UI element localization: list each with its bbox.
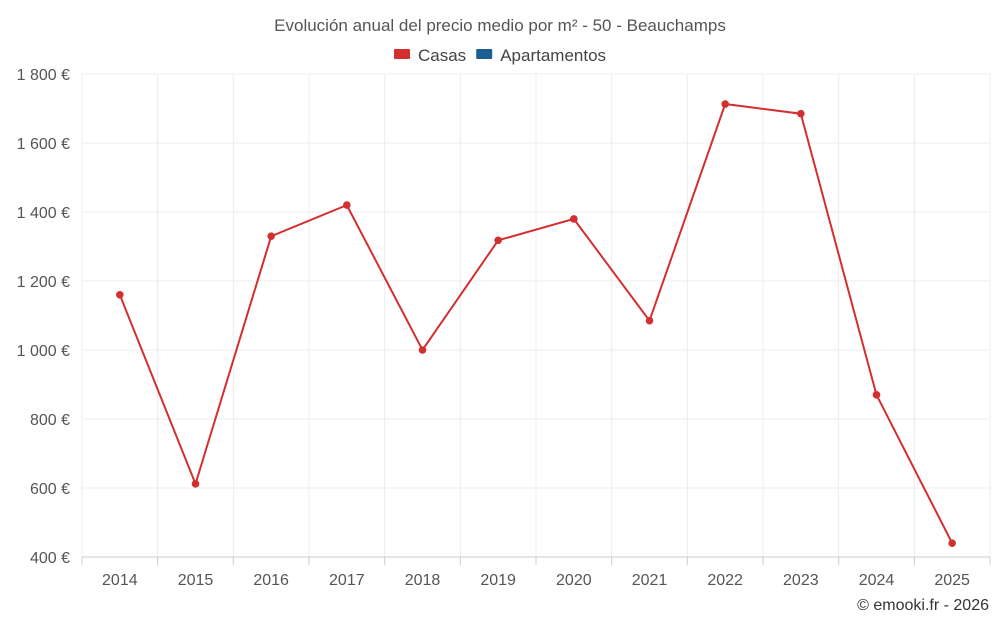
x-tick-label: 2022 [707,572,743,589]
y-tick-label: 1 600 € [17,136,70,153]
legend-item-casas: Casas [394,46,466,65]
y-tick-label: 1 200 € [17,274,70,291]
data-point [570,215,578,223]
data-point [191,480,200,488]
plot-area [116,100,956,547]
x-axis: 2014 2015 2016 2017 2018 2019 2020 2021 2022 2023… [81,556,991,589]
data-point [116,291,124,299]
legend-swatch [476,49,493,59]
grid [81,73,991,557]
y-axis: 400 € 600 € 800 € 1 000 € 1 200 € 1 400 € 1 60… [17,67,70,567]
data-point [797,109,805,118]
x-tick-label: 2016 [253,572,289,589]
data-point [494,236,502,245]
x-tick-label: 2017 [329,572,365,589]
x-tick-label: 2014 [102,572,138,589]
chart-title: Evolución anual del precio medio por m² … [274,16,726,35]
data-point [343,201,351,209]
series-line-casas [118,102,954,544]
y-tick-label: 600 € [30,481,70,498]
data-point [645,316,654,325]
legend: Casas Apartamentos [394,46,606,65]
x-tick-label: 2020 [556,572,592,589]
credit-text: © emooki.fr - 2026 [857,597,989,614]
x-tick-label: 2021 [632,572,668,589]
legend-swatch [394,49,410,59]
x-tick-label: 2019 [480,572,516,589]
data-point [418,346,427,354]
y-tick-label: 1 800 € [17,67,70,84]
x-tick-label: 2023 [783,572,819,589]
x-tick-label: 2025 [934,572,970,589]
data-point [721,100,729,108]
x-tick-label: 2024 [859,572,895,589]
x-tick-label: 2015 [178,572,214,589]
y-tick-label: 400 € [30,550,70,567]
y-tick-label: 1 000 € [17,343,70,360]
y-tick-label: 800 € [30,412,70,429]
data-point [267,232,275,240]
y-tick-label: 1 400 € [17,205,70,222]
legend-label: Casas [418,46,466,65]
data-point [872,391,881,399]
x-tick-label: 2018 [405,572,441,589]
data-point [948,539,956,547]
legend-item-apartamentos: Apartamentos [476,46,606,65]
legend-label: Apartamentos [500,46,606,65]
